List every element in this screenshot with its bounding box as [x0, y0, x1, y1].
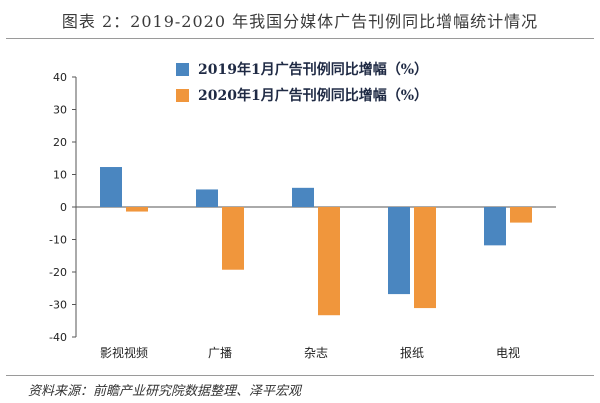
source-divider — [6, 375, 594, 376]
y-tick-label: -30 — [49, 299, 67, 312]
y-tick-label: 10 — [53, 169, 67, 182]
legend-label-2019: 2019年1月广告刊例同比增幅（%） — [198, 61, 428, 78]
legend-swatch-2019 — [176, 63, 189, 76]
bar-2019 — [196, 189, 218, 207]
category-label: 杂志 — [304, 346, 328, 360]
bar-2020 — [222, 207, 244, 270]
bar-2019 — [100, 167, 122, 207]
chart-title: 图表 2：2019-2020 年我国分媒体广告刊例同比增幅统计情况 — [61, 12, 539, 31]
y-tick-label: 40 — [53, 71, 67, 84]
bar-2020 — [318, 207, 340, 316]
bar-2020 — [126, 207, 148, 212]
bar-2019 — [388, 207, 410, 295]
category-label: 电视 — [496, 345, 520, 360]
category-label: 广播 — [208, 346, 232, 360]
y-tick-label: -20 — [49, 266, 67, 279]
y-tick-label: -10 — [49, 234, 67, 247]
y-tick-label: 20 — [53, 136, 67, 149]
source-note: 资料来源：前瞻产业研究院数据整理、泽平宏观 — [28, 384, 302, 399]
legend-swatch-2020 — [176, 89, 189, 102]
category-label: 报纸 — [400, 345, 424, 360]
y-tick-label: 30 — [53, 104, 67, 117]
bar-2020 — [414, 207, 436, 309]
y-tick-label: 0 — [60, 201, 67, 214]
bar-2020 — [510, 207, 532, 223]
y-tick-label: -40 — [49, 331, 67, 344]
bar-2019 — [484, 207, 506, 246]
legend-label-2020: 2020年1月广告刊例同比增幅（%） — [198, 87, 428, 104]
title-divider — [6, 38, 594, 39]
bar-2019 — [292, 187, 314, 207]
category-label: 影视视频 — [100, 345, 148, 360]
